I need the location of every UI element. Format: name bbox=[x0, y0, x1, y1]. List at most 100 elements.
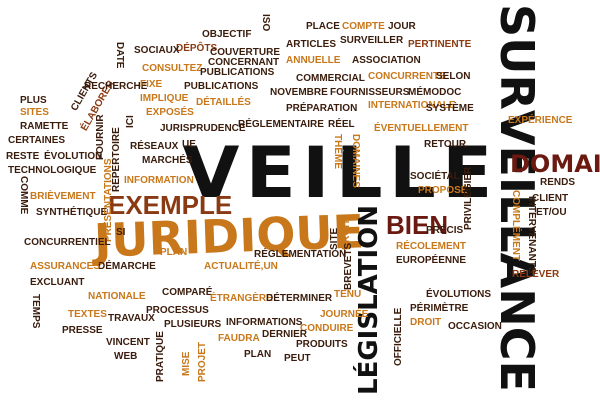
word-concurrents: CONCURRENTS bbox=[368, 71, 446, 82]
word-articles: ARTICLES bbox=[286, 39, 336, 50]
word-etou: ET/OU bbox=[536, 207, 567, 218]
word-annuelle: ANNUELLE bbox=[286, 55, 341, 66]
word-determiner: DÉTERMINER bbox=[266, 293, 333, 304]
word-compare: COMPARÉ bbox=[162, 287, 213, 298]
word-complement: COMPLÉMENT bbox=[510, 190, 521, 262]
word-precis: PRÉCIS bbox=[426, 225, 464, 236]
word-novembre: NOVEMBRE bbox=[270, 87, 328, 98]
word-surveiller: SURVEILLER bbox=[340, 35, 404, 46]
word-reglementaire: RÉGLEMENTAIRE bbox=[238, 119, 324, 130]
word-presentations: PRÉSENTATIONS bbox=[103, 158, 114, 242]
word-evolutions: ÉVOLUTIONS bbox=[426, 289, 492, 300]
word-web: WEB bbox=[114, 351, 138, 362]
word-informations: INFORMATIONS bbox=[226, 317, 303, 328]
word-occasion: OCCASION bbox=[448, 321, 502, 332]
word-exposes: EXPOSÉS bbox=[146, 107, 194, 118]
word-reglementation: RÉGLEMENTATION bbox=[254, 249, 347, 260]
word-preparation: PRÉPARATION bbox=[286, 103, 358, 114]
word-plusieurs: PLUSIEURS bbox=[164, 319, 222, 330]
word-officielle: OFFICIELLE bbox=[393, 307, 404, 366]
word-conduire: CONDUIRE bbox=[300, 323, 354, 334]
word-selon: SELON bbox=[436, 71, 471, 82]
word-europeenne: EUROPÉENNE bbox=[396, 255, 467, 266]
word-domaines: DOMAINES bbox=[350, 134, 361, 188]
word-sites: SITES bbox=[20, 107, 49, 118]
word-exemple: EXEMPLE bbox=[108, 190, 233, 220]
word-sociaux: SOCIAUX bbox=[134, 45, 180, 56]
word-perimetre: PÉRIMÈTRE bbox=[410, 303, 469, 314]
word-publications: PUBLICATIONS bbox=[184, 81, 259, 92]
word-pratique: PRATIQUE bbox=[155, 331, 166, 382]
word-recolement: RÉCOLEMENT bbox=[396, 241, 466, 252]
word-travaux: TRAVAUX bbox=[108, 313, 155, 324]
word-ue: UE bbox=[182, 139, 196, 150]
word-temps: TEMPS bbox=[30, 294, 41, 329]
word-demarche: DÉMARCHE bbox=[98, 261, 156, 272]
word-excluant: EXCLUANT bbox=[30, 277, 85, 288]
word-plan-orange: PLAN bbox=[160, 247, 188, 258]
word-objectif: OBJECTIF bbox=[202, 29, 252, 40]
word-concurrentiel: CONCURRENTIEL bbox=[24, 237, 111, 248]
word-privilegier: PRIVILÉGIER bbox=[463, 166, 474, 230]
word-dernier: DERNIER bbox=[262, 329, 308, 340]
word-jour: JOUR bbox=[388, 21, 416, 32]
word-actualite-un: ACTUALITÉ,UN bbox=[204, 261, 278, 272]
word-association: ASSOCIATION bbox=[352, 55, 421, 66]
word-reel: RÉEL bbox=[328, 119, 355, 130]
word-veille: VEILLE bbox=[182, 132, 499, 214]
word-vincent: VINCENT bbox=[106, 337, 150, 348]
word-eventuellement: ÉVENTUELLEMENT bbox=[374, 123, 469, 134]
word-mise: MISE bbox=[181, 351, 192, 376]
word-ramette: RAMETTE bbox=[20, 121, 69, 132]
word-journee: JOURNÉE bbox=[320, 309, 369, 320]
word-iso: ISO bbox=[260, 14, 271, 32]
word-assurances: ASSURANCES bbox=[30, 261, 101, 272]
word-marches: MARCHÉS bbox=[142, 155, 193, 166]
word-consultez: CONSULTEZ bbox=[142, 63, 203, 74]
word-evolution: ÉVOLUTION bbox=[44, 151, 103, 162]
word-rends: RENDS bbox=[540, 177, 576, 188]
word-place: PLACE bbox=[306, 21, 340, 32]
word-technologique: TECHNOLOGIQUE bbox=[8, 165, 97, 176]
word-textes: TEXTES bbox=[68, 309, 107, 320]
word-produits: PRODUITS bbox=[296, 339, 348, 350]
word-fournisseurs: FOURNISSEURS bbox=[330, 87, 410, 98]
word-faudra: FAUDRA bbox=[218, 333, 260, 344]
word-recherche: RECHERCHE bbox=[84, 81, 148, 92]
word-intervenants: INTERVENANTS bbox=[526, 196, 537, 274]
word-plan: PLAN bbox=[244, 349, 272, 360]
word-couverture: COUVERTURE bbox=[210, 47, 281, 58]
word-internationale: INTERNATIONALE bbox=[368, 100, 456, 111]
word-systeme: SYSTÈME bbox=[426, 103, 474, 114]
word-synthetique: SYNTHÉTIQUE bbox=[36, 207, 108, 218]
word-commercial: COMMERCIAL bbox=[296, 73, 365, 84]
word-reseaux: RÉSEAUX bbox=[130, 141, 179, 152]
word-nationale: NATIONALE bbox=[88, 291, 146, 302]
word-etrangere: ÉTRANGÈRE bbox=[210, 293, 273, 304]
word-certaines: CERTAINES bbox=[8, 135, 66, 146]
word-compte: COMPTE bbox=[342, 21, 385, 32]
word-reste: RESTE bbox=[6, 151, 40, 162]
word-presse: PRESSE bbox=[62, 325, 103, 336]
word-implique: IMPLIQUE bbox=[140, 93, 189, 104]
word-publications-top: PUBLICATIONS bbox=[200, 67, 275, 78]
word-ici: ICI bbox=[125, 115, 136, 128]
word-bien: BIEN bbox=[386, 210, 449, 240]
word-droit-bottom: DROIT bbox=[410, 317, 442, 328]
word-fixe: FIXE bbox=[140, 79, 163, 90]
word-comme: COMME bbox=[18, 176, 29, 215]
word-projet: PROJET bbox=[197, 341, 208, 382]
word-information: INFORMATION bbox=[124, 175, 194, 186]
word-date: DATE bbox=[114, 42, 125, 69]
word-relever: RELEVER bbox=[512, 269, 560, 280]
word-si: SI bbox=[116, 227, 126, 238]
word-client: CLIENT bbox=[532, 193, 569, 204]
word-pertinente: PERTINENTE bbox=[408, 39, 472, 50]
word-peut: PEUT bbox=[284, 353, 311, 364]
word-experience: EXPÉRIENCE bbox=[508, 115, 573, 126]
word-depots: DÉPÔTS bbox=[176, 43, 218, 54]
word-memodoc: MÉMODOC bbox=[408, 87, 462, 98]
word-domaine: DOMAINE bbox=[510, 150, 600, 178]
word-theme: THÈME bbox=[332, 134, 343, 169]
